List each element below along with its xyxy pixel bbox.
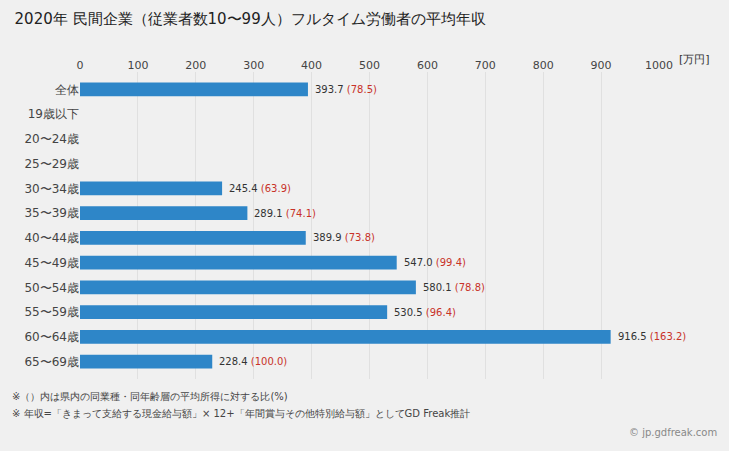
svg-text:※ 年収=「きまって支給する現金給与額」× 12+「年間賞与: ※ 年収=「きまって支給する現金給与額」× 12+「年間賞与その他特別給与額」と… xyxy=(12,408,470,419)
svg-text:50〜54歳: 50〜54歳 xyxy=(24,281,79,295)
svg-text:580.1 (78.8): 580.1 (78.8) xyxy=(423,282,485,293)
svg-text:© jp.gdfreak.com: © jp.gdfreak.com xyxy=(629,427,717,438)
svg-text:530.5 (96.4): 530.5 (96.4) xyxy=(394,307,456,318)
svg-text:300: 300 xyxy=(243,59,264,72)
svg-text:19歳以下: 19歳以下 xyxy=(28,107,79,121)
svg-text:800: 800 xyxy=(533,59,554,72)
svg-text:20〜24歳: 20〜24歳 xyxy=(24,132,79,146)
svg-text:40〜44歳: 40〜44歳 xyxy=(24,231,79,245)
svg-text:700: 700 xyxy=(475,59,496,72)
svg-text:393.7 (78.5): 393.7 (78.5) xyxy=(315,84,377,95)
svg-text:200: 200 xyxy=(185,59,206,72)
svg-text:100: 100 xyxy=(127,59,148,72)
svg-text:500: 500 xyxy=(359,59,380,72)
svg-text:228.4 (100.0): 228.4 (100.0) xyxy=(219,356,287,367)
svg-text:289.1 (74.1): 289.1 (74.1) xyxy=(254,208,316,219)
svg-text:547.0 (99.4): 547.0 (99.4) xyxy=(404,257,466,268)
svg-text:245.4 (63.9): 245.4 (63.9) xyxy=(229,183,291,194)
svg-text:400: 400 xyxy=(301,59,322,72)
svg-text:45〜49歳: 45〜49歳 xyxy=(24,256,79,270)
svg-text:1000: 1000 xyxy=(645,59,673,72)
svg-text:35〜39歳: 35〜39歳 xyxy=(24,206,79,220)
svg-text:916.5 (163.2): 916.5 (163.2) xyxy=(618,331,686,342)
svg-text:60〜64歳: 60〜64歳 xyxy=(24,330,79,344)
svg-text:30〜34歳: 30〜34歳 xyxy=(24,182,79,196)
svg-text:600: 600 xyxy=(417,59,438,72)
svg-text:※（）内は県内の同業種・同年齢層の平均所得に対する比(%): ※（）内は県内の同業種・同年齢層の平均所得に対する比(%) xyxy=(12,391,288,402)
svg-text:65〜69歳: 65〜69歳 xyxy=(24,355,79,369)
svg-text:0: 0 xyxy=(77,59,84,72)
svg-text:900: 900 xyxy=(591,59,612,72)
svg-text:55〜59歳: 55〜59歳 xyxy=(24,305,79,319)
svg-text:[万円]: [万円] xyxy=(679,53,710,66)
svg-text:389.9 (73.8): 389.9 (73.8) xyxy=(313,232,375,243)
svg-text:25〜29歳: 25〜29歳 xyxy=(24,157,79,171)
svg-text:2020年 民間企業（従業者数10〜99人）フルタイム労働者: 2020年 民間企業（従業者数10〜99人）フルタイム労働者の平均年収 xyxy=(15,10,486,28)
svg-text:全体: 全体 xyxy=(55,83,79,97)
